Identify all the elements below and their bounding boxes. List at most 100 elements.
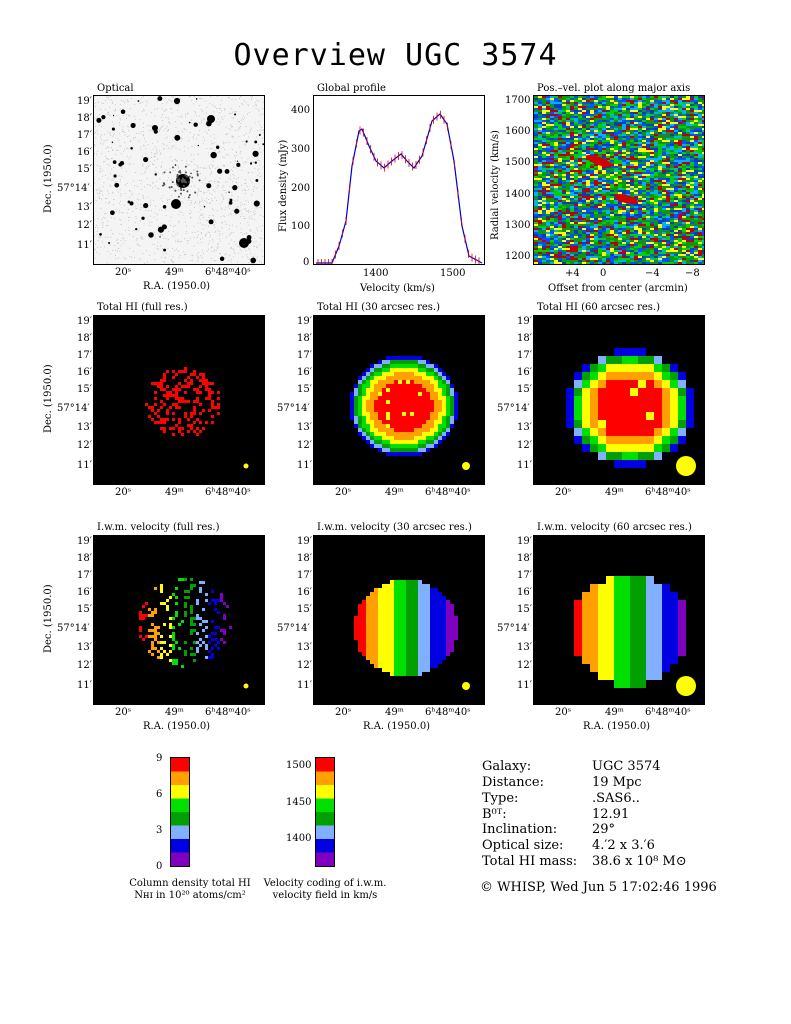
noise-dot <box>101 126 103 128</box>
noise-dot <box>233 251 235 253</box>
noise-dot <box>190 202 192 204</box>
dec-tick: 57°14′ <box>277 403 310 414</box>
noise-dot <box>223 165 225 167</box>
noise-dot <box>225 223 227 225</box>
noise-dot <box>184 128 186 130</box>
noise-dot <box>159 153 161 155</box>
info-key-optical-size: Optical size: <box>482 838 564 853</box>
noise-dot <box>228 142 230 144</box>
noise-dot <box>234 252 236 254</box>
noise-dot <box>148 130 150 132</box>
noise-dot <box>130 156 132 158</box>
noise-dot <box>155 150 157 152</box>
noise-dot <box>221 208 223 210</box>
pv-emission <box>614 194 638 204</box>
noise-dot <box>102 222 104 224</box>
noise-dot <box>134 118 136 120</box>
noise-dot <box>231 135 233 137</box>
noise-dot <box>188 164 190 166</box>
noise-dot <box>255 104 257 106</box>
noise-dot <box>248 262 250 264</box>
noise-dot <box>163 110 165 112</box>
noise-dot <box>166 202 168 204</box>
noise-dot <box>111 157 113 159</box>
beam-marker <box>243 463 249 469</box>
noise-dot <box>94 197 95 199</box>
noise-dot <box>95 244 97 246</box>
star <box>174 134 181 141</box>
noise-dot <box>206 201 208 203</box>
pv-ytick: 1500 <box>505 157 531 168</box>
noise-dot <box>219 252 221 254</box>
noise-dot <box>96 224 98 226</box>
dec-tick: 11′ <box>517 680 532 691</box>
noise-dot <box>205 167 207 169</box>
hi-60-title: Total HI (60 arcsec res.) <box>537 302 661 313</box>
noise-dot <box>223 108 225 110</box>
noise-dot <box>207 243 209 245</box>
noise-dot <box>198 189 200 191</box>
noise-dot <box>251 97 253 99</box>
noise-dot <box>249 249 251 251</box>
noise-dot <box>104 161 106 163</box>
noise-dot <box>241 209 243 211</box>
profile-ytick: 400 <box>291 105 311 116</box>
noise-dot <box>171 101 173 103</box>
noise-dot <box>152 163 154 165</box>
noise-dot <box>127 125 129 127</box>
noise-dot <box>135 216 137 218</box>
galaxy-dot <box>196 173 199 176</box>
noise-dot <box>121 233 123 235</box>
noise-dot <box>118 139 120 141</box>
noise-dot <box>218 181 220 183</box>
noise-dot <box>256 99 258 101</box>
noise-dot <box>200 98 202 100</box>
profile-ytick: 0 <box>303 257 310 268</box>
noise-dot <box>94 153 96 155</box>
noise-dot <box>199 213 201 215</box>
galaxy-dot <box>184 174 187 177</box>
star <box>254 140 258 144</box>
noise-dot <box>110 158 112 160</box>
star <box>154 173 157 176</box>
noise-dot <box>238 97 240 99</box>
noise-dot <box>130 163 132 165</box>
noise-dot <box>187 240 189 242</box>
noise-dot <box>211 258 213 260</box>
noise-dot <box>213 209 215 211</box>
vel-60-map <box>533 535 705 705</box>
noise-dot <box>181 240 183 242</box>
galaxy-dot <box>178 171 181 174</box>
noise-dot <box>162 201 164 203</box>
noise-dot <box>219 104 221 106</box>
dec-tick: 16′ <box>77 147 92 158</box>
noise-dot <box>97 217 99 219</box>
galaxy-dot <box>176 173 179 176</box>
noise-dot <box>225 142 227 144</box>
star <box>229 198 233 202</box>
noise-dot <box>257 230 259 232</box>
noise-dot <box>202 213 204 215</box>
noise-dot <box>161 114 163 116</box>
noise-dot <box>242 114 244 116</box>
noise-dot <box>102 194 104 196</box>
noise-dot <box>259 114 261 116</box>
noise-dot <box>169 99 171 101</box>
noise-dot <box>248 216 250 218</box>
noise-dot <box>203 118 205 120</box>
noise-dot <box>212 165 214 167</box>
noise-dot <box>197 190 199 192</box>
noise-dot <box>173 231 175 233</box>
noise-dot <box>114 181 116 183</box>
noise-dot <box>229 224 231 226</box>
dec-tick: 13′ <box>517 422 532 433</box>
noise-dot <box>97 246 99 248</box>
noise-dot <box>148 184 150 186</box>
noise-dot <box>173 189 175 191</box>
noise-dot <box>211 148 213 150</box>
noise-dot <box>119 145 121 147</box>
noise-dot <box>233 249 235 251</box>
noise-dot <box>190 217 192 219</box>
noise-dot <box>160 127 162 129</box>
dec-tick: 16′ <box>77 587 92 598</box>
